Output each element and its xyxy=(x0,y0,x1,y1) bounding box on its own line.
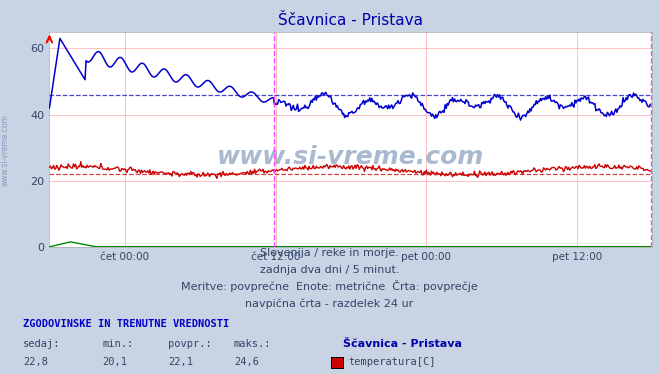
Text: Ščavnica - Pristava: Ščavnica - Pristava xyxy=(343,339,462,349)
Text: 20,1: 20,1 xyxy=(102,357,127,367)
Text: povpr.:: povpr.: xyxy=(168,339,212,349)
Text: sedaj:: sedaj: xyxy=(23,339,61,349)
Text: 22,8: 22,8 xyxy=(23,357,48,367)
Text: temperatura[C]: temperatura[C] xyxy=(348,357,436,367)
Text: Meritve: povprečne  Enote: metrične  Črta: povprečje: Meritve: povprečne Enote: metrične Črta:… xyxy=(181,280,478,292)
Text: www.si-vreme.com: www.si-vreme.com xyxy=(1,114,10,186)
Text: zadnja dva dni / 5 minut.: zadnja dva dni / 5 minut. xyxy=(260,265,399,275)
Text: navpična črta - razdelek 24 ur: navpična črta - razdelek 24 ur xyxy=(245,298,414,309)
Text: min.:: min.: xyxy=(102,339,133,349)
Text: Slovenija / reke in morje.: Slovenija / reke in morje. xyxy=(260,248,399,258)
Text: 22,1: 22,1 xyxy=(168,357,193,367)
Title: Ščavnica - Pristava: Ščavnica - Pristava xyxy=(278,13,424,28)
Text: www.si-vreme.com: www.si-vreme.com xyxy=(217,144,484,169)
Text: maks.:: maks.: xyxy=(234,339,272,349)
Text: 24,6: 24,6 xyxy=(234,357,259,367)
Text: ZGODOVINSKE IN TRENUTNE VREDNOSTI: ZGODOVINSKE IN TRENUTNE VREDNOSTI xyxy=(23,319,229,329)
